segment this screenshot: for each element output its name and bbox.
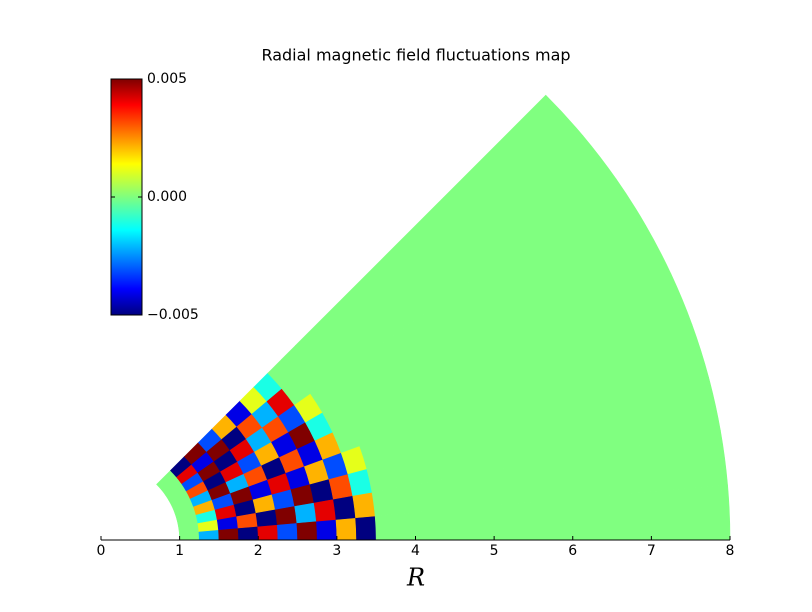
- x-tick-label: 3: [332, 543, 341, 559]
- x-axis-label: R: [406, 564, 425, 592]
- x-tick-label: 6: [568, 543, 577, 559]
- x-tick-label: 1: [175, 543, 184, 559]
- heatmap-cell: [352, 491, 376, 519]
- x-tick-label: 8: [726, 543, 735, 559]
- colorbar-tick-label: 0.005: [147, 71, 187, 87]
- heatmap-cell: [332, 495, 356, 520]
- heatmap-cell: [237, 525, 259, 541]
- heatmap-cell: [335, 517, 357, 541]
- heatmap-cell: [296, 520, 318, 541]
- x-tick-label: 4: [411, 543, 420, 559]
- heatmap: [156, 94, 731, 541]
- heatmap-cell: [316, 519, 338, 541]
- x-tick-label: 0: [97, 543, 106, 559]
- colorbar-tick-label: 0.000: [147, 189, 187, 205]
- heatmap-cell: [257, 524, 279, 541]
- heatmap-cell: [355, 515, 377, 541]
- heatmap-cell: [295, 94, 584, 364]
- colorbar-tick-label: −0.005: [147, 307, 199, 323]
- chart-title: Radial magnetic field fluctuations map: [261, 46, 570, 65]
- heatmap-cell: [218, 527, 239, 541]
- heatmap-cell: [276, 522, 298, 541]
- x-tick-label: 7: [647, 543, 656, 559]
- heatmap-cell: [313, 498, 337, 522]
- x-tick-label: 2: [254, 543, 263, 559]
- x-tick-label: 5: [490, 543, 499, 559]
- colorbar: [110, 78, 143, 316]
